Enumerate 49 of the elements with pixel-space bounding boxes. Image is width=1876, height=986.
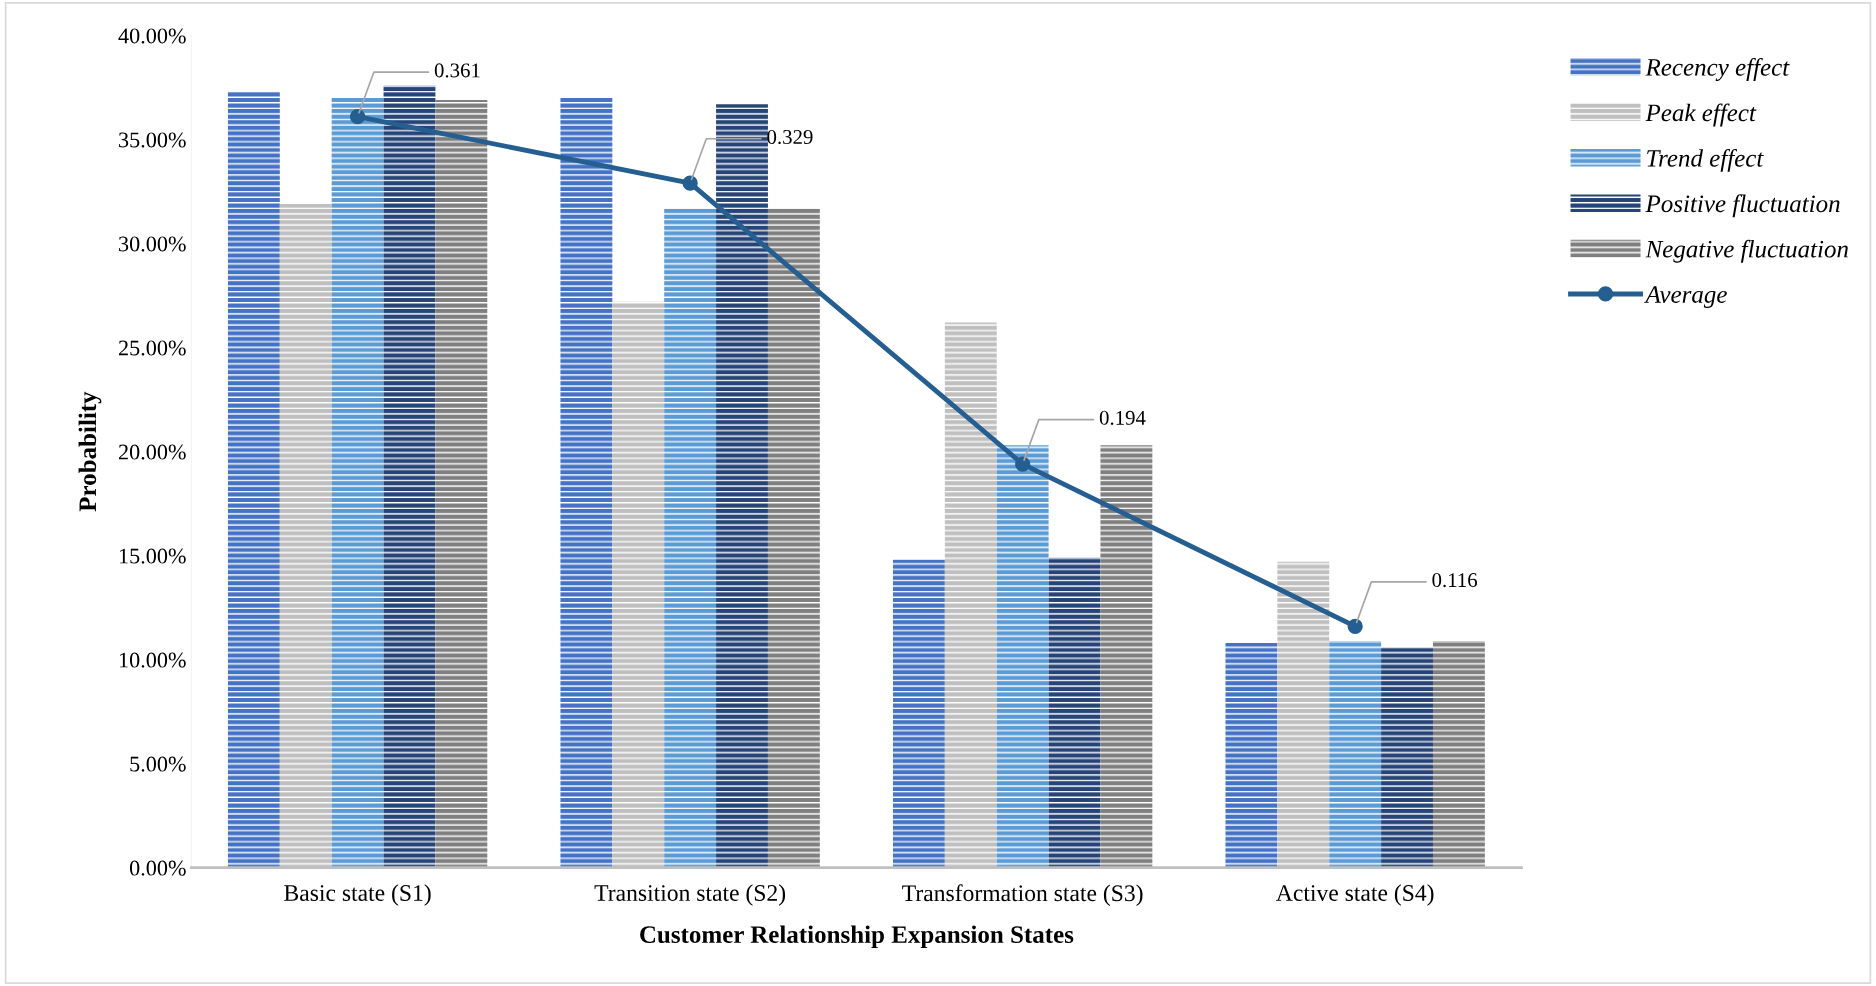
data-label: 0.116 bbox=[1432, 573, 1478, 588]
bar bbox=[944, 322, 997, 868]
bar bbox=[1329, 640, 1382, 868]
x-tick-label: Active state (S4) bbox=[1276, 884, 1434, 906]
y-tick-label: 10.00% bbox=[119, 652, 186, 668]
y-tick-label: 15.00% bbox=[119, 548, 186, 564]
legend-label: Trend effect bbox=[1647, 148, 1764, 172]
bar bbox=[279, 204, 332, 868]
x-tick-label: Transition state (S2) bbox=[594, 884, 786, 906]
bar bbox=[892, 559, 945, 868]
y-tick-label: 25.00% bbox=[118, 340, 186, 356]
point bbox=[1347, 618, 1363, 634]
point bbox=[1015, 456, 1031, 472]
bar bbox=[331, 97, 384, 868]
bar bbox=[560, 97, 613, 868]
x-axis-title: Customer Relationship Expansion States bbox=[640, 925, 1074, 949]
y-tick-label: 5.00% bbox=[130, 756, 186, 772]
legend-label: Peak effect bbox=[1645, 103, 1757, 127]
bar bbox=[1381, 647, 1433, 868]
y-axis-title: Probability bbox=[78, 391, 102, 512]
bar bbox=[767, 208, 820, 868]
bar bbox=[1225, 642, 1278, 868]
point bbox=[349, 108, 366, 125]
y-tick-label: 30.00% bbox=[119, 236, 186, 252]
x-tick-label: Transformation state (S3) bbox=[902, 884, 1143, 906]
point bbox=[682, 175, 698, 191]
bar bbox=[383, 85, 436, 868]
bar bbox=[1048, 557, 1101, 868]
data-label: 0.361 bbox=[434, 63, 480, 78]
y-tick-label: 40.00% bbox=[118, 28, 186, 44]
bar bbox=[1277, 561, 1330, 868]
legend-label: Negative fluctuation bbox=[1645, 239, 1848, 263]
data-label: 0.194 bbox=[1099, 410, 1146, 425]
y-tick-label: 20.00% bbox=[118, 444, 186, 460]
bar bbox=[227, 91, 280, 868]
legend-label: Positive fluctuation bbox=[1645, 194, 1840, 218]
y-tick-label: 35.00% bbox=[119, 132, 186, 148]
bar bbox=[612, 301, 665, 868]
bar bbox=[716, 104, 768, 868]
x-tick-label: Basic state (S1) bbox=[284, 884, 431, 906]
bar bbox=[1100, 445, 1153, 868]
bar bbox=[996, 445, 1049, 868]
bar bbox=[435, 99, 488, 868]
legend-label: Average bbox=[1644, 286, 1727, 309]
legend-label: Recency effect bbox=[1645, 58, 1790, 81]
bar bbox=[664, 208, 717, 868]
data-label: 0.329 bbox=[767, 129, 813, 145]
y-tick-label: 0.00% bbox=[129, 860, 186, 876]
bar bbox=[1432, 640, 1485, 868]
